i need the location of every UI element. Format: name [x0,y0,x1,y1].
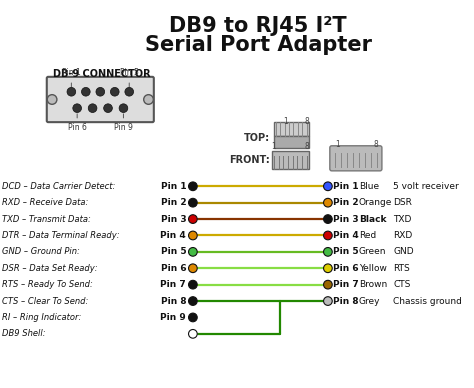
Text: TXD – Transmit Data:: TXD – Transmit Data: [2,215,91,223]
Text: DSR – Data Set Ready:: DSR – Data Set Ready: [2,264,98,273]
Text: Grey: Grey [359,296,380,305]
Text: RI – Ring Indicator:: RI – Ring Indicator: [2,313,82,322]
Text: Pin 2: Pin 2 [333,198,358,207]
FancyBboxPatch shape [330,146,382,171]
Text: Pin 4: Pin 4 [160,231,186,240]
Circle shape [324,215,332,223]
Circle shape [96,87,105,96]
Text: TXD: TXD [393,215,412,223]
Text: Pin 1: Pin 1 [161,182,186,191]
Text: Pin 2: Pin 2 [161,198,186,207]
Text: RXD – Receive Data:: RXD – Receive Data: [2,198,88,207]
Circle shape [324,297,332,305]
Text: Pin 5: Pin 5 [120,68,139,77]
Text: Black: Black [359,215,386,223]
FancyBboxPatch shape [274,136,309,148]
Circle shape [189,248,197,256]
Circle shape [125,87,134,96]
Text: DTR – Data Terminal Ready:: DTR – Data Terminal Ready: [2,231,119,240]
Circle shape [189,297,197,305]
Text: Pin 1: Pin 1 [62,68,81,77]
Circle shape [82,87,90,96]
Circle shape [67,87,76,96]
Text: Green: Green [359,248,386,256]
Text: GND – Ground Pin:: GND – Ground Pin: [2,248,80,256]
Text: Pin 9: Pin 9 [160,313,186,322]
Circle shape [119,104,128,113]
Text: Brown: Brown [359,280,387,289]
Circle shape [189,215,197,223]
Text: Serial Port Adapter: Serial Port Adapter [145,35,372,55]
Text: DB9 Shell:: DB9 Shell: [2,329,46,338]
Text: 1: 1 [283,117,288,126]
Text: Pin 3: Pin 3 [333,215,358,223]
Text: 8: 8 [304,142,309,151]
Circle shape [189,313,197,322]
Text: Pin 6: Pin 6 [333,264,358,273]
Text: 1: 1 [335,140,340,149]
Text: 8: 8 [374,140,379,149]
Text: Pin 7: Pin 7 [160,280,186,289]
Text: Red: Red [359,231,376,240]
Text: RTS – Ready To Send:: RTS – Ready To Send: [2,280,93,289]
Text: DB-9 CONNECTOR: DB-9 CONNECTOR [53,69,151,80]
Text: Yellow: Yellow [359,264,387,273]
Circle shape [104,104,112,113]
Text: DSR: DSR [393,198,412,207]
Text: 5 volt receiver: 5 volt receiver [393,182,459,191]
Circle shape [324,198,332,207]
Text: Pin 5: Pin 5 [333,248,358,256]
Text: Pin 5: Pin 5 [161,248,186,256]
Text: Blue: Blue [359,182,379,191]
Circle shape [189,231,197,240]
FancyBboxPatch shape [274,122,309,136]
Text: Orange: Orange [359,198,392,207]
Circle shape [144,95,154,104]
Circle shape [88,104,97,113]
Text: DB9 to RJ45 I²T: DB9 to RJ45 I²T [169,16,346,36]
Text: Pin 8: Pin 8 [161,296,186,305]
Circle shape [189,329,197,338]
Text: Pin 6: Pin 6 [161,264,186,273]
Circle shape [47,95,57,104]
Text: Pin 8: Pin 8 [333,296,358,305]
Text: CTS – Clear To Send:: CTS – Clear To Send: [2,296,88,305]
Text: Chassis ground: Chassis ground [393,296,462,305]
Text: RXD: RXD [393,231,413,240]
Text: Pin 7: Pin 7 [333,280,358,289]
Text: Pin 6: Pin 6 [68,123,87,132]
Circle shape [189,182,197,191]
Text: Pin 4: Pin 4 [333,231,358,240]
Text: DCD – Data Carrier Detect:: DCD – Data Carrier Detect: [2,182,115,191]
Circle shape [324,182,332,191]
Text: Pin 9: Pin 9 [114,123,133,132]
FancyBboxPatch shape [272,151,309,169]
Circle shape [189,264,197,273]
Circle shape [324,264,332,273]
Text: 1: 1 [272,142,276,151]
Text: Pin 3: Pin 3 [161,215,186,223]
Circle shape [189,280,197,289]
Text: 8: 8 [304,117,309,126]
Circle shape [324,231,332,240]
Text: CTS: CTS [393,280,411,289]
Text: GND: GND [393,248,414,256]
Circle shape [324,248,332,256]
Text: FRONT:: FRONT: [229,155,270,165]
Circle shape [324,280,332,289]
FancyBboxPatch shape [47,77,154,122]
Circle shape [110,87,119,96]
Text: Pin 1: Pin 1 [333,182,358,191]
Text: RTS: RTS [393,264,410,273]
Text: TOP:: TOP: [244,133,270,143]
Circle shape [73,104,82,113]
Circle shape [189,198,197,207]
